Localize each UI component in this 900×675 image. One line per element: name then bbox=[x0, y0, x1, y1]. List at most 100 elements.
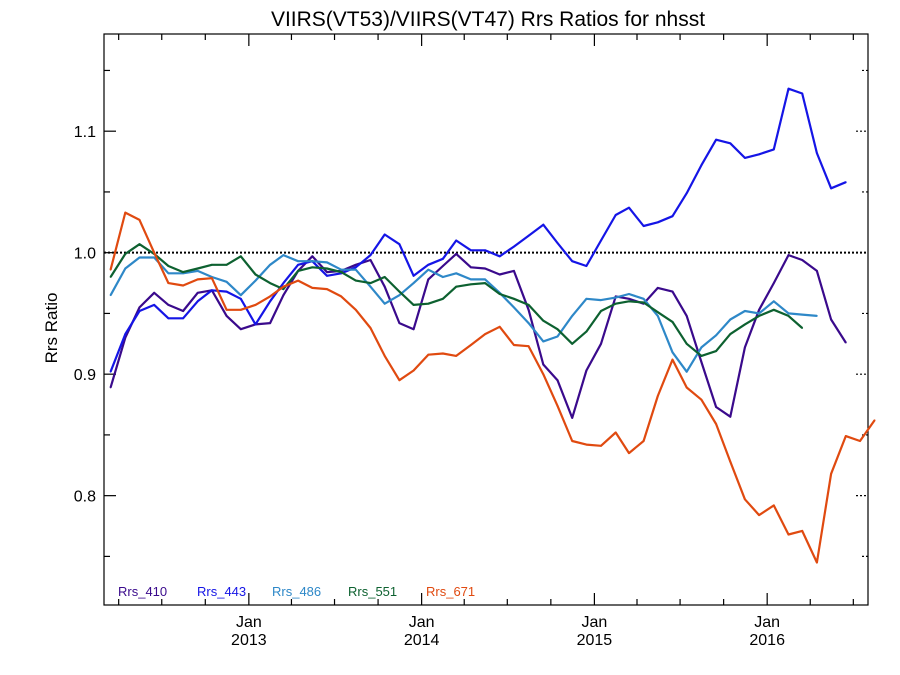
data-point bbox=[859, 440, 861, 442]
data-point bbox=[772, 308, 775, 311]
legend-entry-rrs-486: Rrs_486 bbox=[272, 584, 321, 599]
data-point bbox=[656, 315, 659, 317]
data-point bbox=[326, 271, 328, 273]
data-point bbox=[153, 251, 156, 254]
data-point bbox=[527, 308, 530, 311]
data-point bbox=[398, 294, 401, 297]
data-point bbox=[700, 361, 703, 363]
data-point bbox=[109, 268, 112, 271]
data-point bbox=[715, 406, 717, 408]
data-point bbox=[239, 255, 242, 258]
data-point bbox=[311, 287, 314, 289]
data-point bbox=[585, 297, 588, 300]
data-point bbox=[542, 363, 545, 366]
data-point bbox=[354, 308, 357, 311]
y-tick-label: 0.9 bbox=[74, 367, 96, 384]
series-line-rrs-671 bbox=[109, 211, 876, 564]
x-tick-label-year: 2014 bbox=[404, 632, 440, 649]
data-point bbox=[542, 223, 545, 226]
data-point bbox=[830, 187, 832, 190]
data-point bbox=[816, 561, 818, 564]
data-point bbox=[427, 268, 430, 271]
data-point bbox=[484, 267, 486, 270]
data-point bbox=[513, 245, 515, 248]
data-point bbox=[801, 313, 804, 316]
data-point bbox=[369, 327, 372, 329]
data-point bbox=[484, 278, 486, 281]
y-tick-label: 1.1 bbox=[74, 124, 96, 141]
data-point bbox=[744, 346, 746, 349]
data-point bbox=[383, 302, 386, 305]
data-point bbox=[182, 271, 185, 273]
data-point bbox=[801, 92, 804, 95]
data-point bbox=[412, 328, 415, 331]
data-point bbox=[282, 254, 285, 256]
data-point bbox=[269, 322, 271, 324]
data-point bbox=[340, 295, 343, 298]
data-point bbox=[124, 267, 127, 270]
plot-frame bbox=[103, 33, 869, 606]
data-point bbox=[470, 249, 472, 252]
data-point bbox=[614, 302, 617, 305]
legend-entry-rrs-551: Rrs_551 bbox=[348, 584, 397, 599]
data-point bbox=[816, 152, 818, 155]
data-point bbox=[269, 300, 271, 303]
data-point bbox=[527, 322, 530, 324]
data-point bbox=[427, 278, 430, 281]
series-line-rrs-486 bbox=[109, 254, 817, 373]
data-point bbox=[167, 272, 170, 275]
data-point bbox=[297, 279, 299, 282]
data-point bbox=[772, 300, 775, 303]
data-point bbox=[124, 211, 127, 214]
series-line-rrs-443 bbox=[109, 87, 847, 373]
x-tick-label-year: 2016 bbox=[749, 632, 785, 649]
data-point bbox=[614, 431, 617, 434]
data-point bbox=[600, 310, 602, 312]
data-point bbox=[744, 310, 746, 312]
data-point bbox=[642, 297, 645, 300]
data-point bbox=[700, 346, 703, 349]
legend-entry-rrs-443: Rrs_443 bbox=[197, 584, 246, 599]
data-point bbox=[398, 379, 401, 382]
data-point bbox=[556, 404, 559, 407]
data-point bbox=[297, 263, 299, 266]
data-point bbox=[816, 270, 818, 272]
data-point bbox=[109, 294, 112, 297]
data-point bbox=[816, 315, 818, 317]
data-point bbox=[138, 306, 141, 309]
data-point bbox=[153, 291, 156, 294]
data-point bbox=[556, 328, 559, 331]
data-point bbox=[282, 288, 285, 290]
data-point bbox=[282, 282, 285, 284]
data-point bbox=[442, 276, 444, 278]
data-point bbox=[211, 289, 213, 292]
data-point bbox=[685, 370, 688, 373]
data-point bbox=[758, 514, 760, 516]
data-point bbox=[801, 327, 804, 329]
data-point bbox=[239, 328, 242, 331]
data-point bbox=[412, 274, 415, 277]
data-point bbox=[585, 369, 588, 372]
data-point bbox=[744, 157, 746, 159]
data-point bbox=[571, 315, 574, 317]
data-point bbox=[109, 370, 112, 373]
legend-entry-rrs-671: Rrs_671 bbox=[426, 584, 475, 599]
data-point bbox=[542, 340, 545, 343]
data-point bbox=[138, 219, 141, 221]
data-point bbox=[225, 263, 228, 266]
data-point bbox=[196, 270, 199, 272]
data-point bbox=[787, 254, 790, 256]
data-point bbox=[239, 297, 242, 300]
data-point bbox=[182, 310, 185, 312]
data-point bbox=[498, 325, 501, 328]
data-point bbox=[269, 282, 271, 284]
y-tick-label: 0.8 bbox=[74, 489, 96, 506]
data-point bbox=[628, 206, 630, 209]
data-point bbox=[729, 333, 732, 335]
data-point bbox=[412, 369, 415, 372]
data-point bbox=[269, 295, 271, 298]
data-point bbox=[787, 87, 790, 90]
data-point bbox=[614, 214, 617, 216]
data-point bbox=[715, 350, 717, 352]
